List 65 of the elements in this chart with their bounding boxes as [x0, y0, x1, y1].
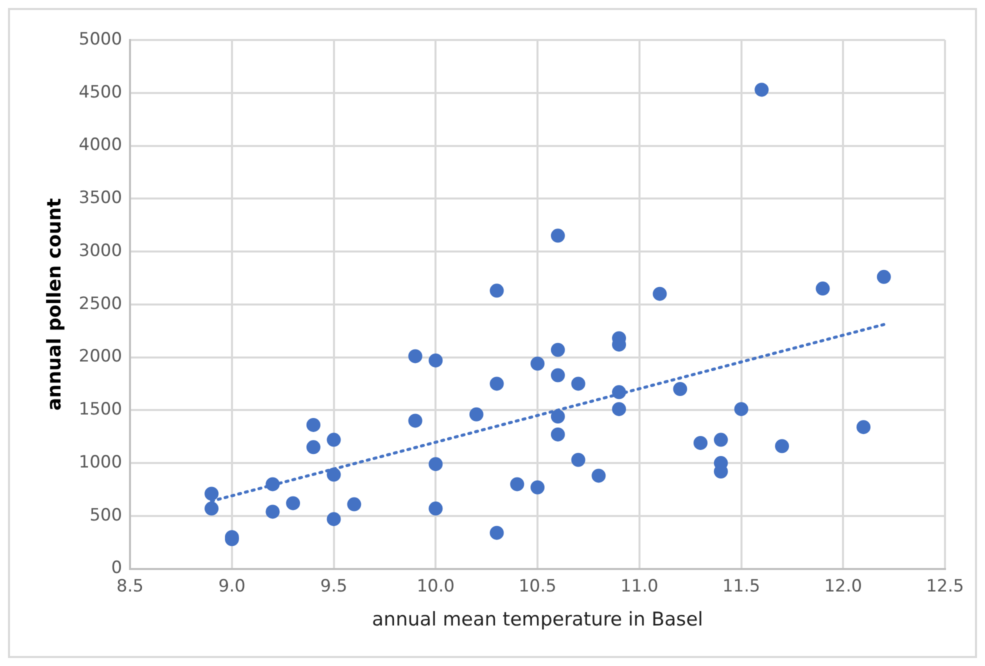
point — [775, 439, 790, 454]
point — [266, 504, 280, 519]
point — [530, 480, 545, 494]
point — [490, 376, 504, 391]
y-tick-label: 5000 — [78, 29, 122, 50]
point — [856, 420, 871, 434]
point — [306, 440, 320, 454]
point — [266, 477, 280, 492]
x-tick-label: 8.5 — [116, 576, 144, 596]
point — [408, 349, 422, 364]
y-tick-label: 1000 — [78, 452, 122, 472]
point — [326, 432, 341, 447]
point — [326, 468, 341, 482]
point — [816, 282, 830, 296]
y-tick-label: 4500 — [78, 82, 122, 102]
point — [612, 385, 626, 400]
y-tick-label: 2500 — [78, 294, 122, 314]
y-tick-label: 1500 — [78, 400, 122, 420]
point — [428, 353, 443, 368]
y-tick-label: 4000 — [78, 135, 122, 156]
y-tick-label: 500 — [90, 505, 122, 526]
x-tick-label: 11.5 — [722, 576, 760, 596]
x-tick-label: 9.0 — [218, 576, 246, 596]
x-tick-label: 11.0 — [620, 576, 658, 596]
point — [490, 526, 504, 540]
y-tick-label: 3500 — [78, 188, 122, 208]
y-tick-label: 0 — [111, 558, 122, 578]
point — [612, 402, 626, 416]
point — [306, 418, 320, 432]
y-tick-label: 2000 — [78, 346, 122, 367]
x-axis-title: annual mean temperature in Basel — [372, 608, 704, 631]
x-tick-label: 12.5 — [926, 576, 964, 596]
point — [571, 376, 586, 391]
point — [876, 270, 891, 284]
point — [550, 368, 565, 382]
point — [754, 82, 769, 97]
point — [347, 497, 362, 512]
point — [510, 477, 524, 492]
y-axis-title: annual pollen count — [43, 198, 66, 411]
x-tick-label: 10.0 — [416, 576, 455, 596]
point — [550, 410, 565, 424]
point — [286, 496, 300, 510]
point — [550, 427, 565, 442]
point — [734, 402, 748, 416]
point — [652, 286, 667, 301]
y-tick-label: 3000 — [78, 240, 122, 261]
point — [694, 436, 708, 450]
point — [490, 284, 504, 298]
point — [428, 502, 443, 516]
point — [326, 512, 341, 526]
point — [204, 486, 219, 501]
x-tick-label: 10.5 — [518, 576, 556, 596]
point — [530, 356, 545, 371]
point — [469, 407, 484, 422]
point — [408, 414, 422, 428]
x-tick-label: 12.0 — [824, 576, 862, 596]
point — [428, 457, 443, 472]
x-tick-label: 9.5 — [320, 576, 348, 596]
point — [550, 228, 565, 243]
point — [592, 468, 606, 483]
point — [714, 432, 728, 447]
point — [550, 342, 565, 357]
point — [571, 452, 586, 467]
point — [204, 502, 219, 516]
point — [673, 382, 688, 396]
